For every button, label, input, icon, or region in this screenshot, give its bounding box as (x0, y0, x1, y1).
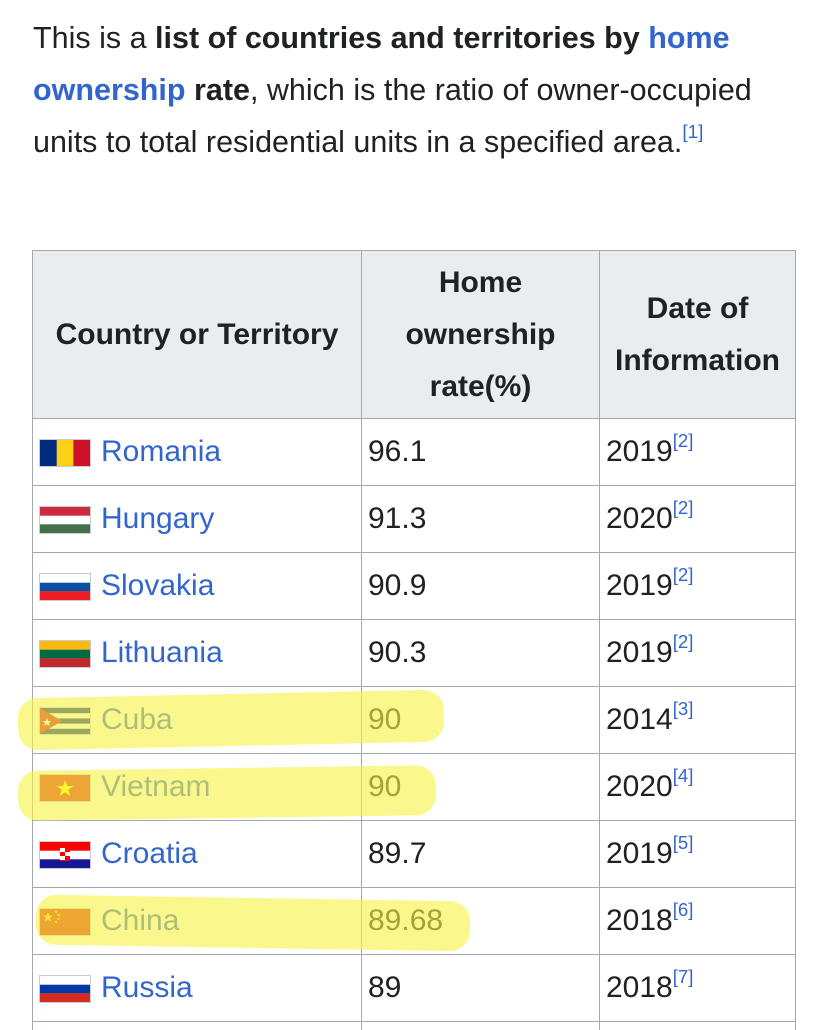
china-flag-icon (39, 907, 91, 936)
table-row: China 89.68 2018[6] (32, 887, 796, 955)
date-cell: 2018[7] (599, 954, 796, 1022)
year-value: 2019 (606, 636, 673, 669)
citation-link[interactable]: [3] (672, 698, 694, 720)
country-link[interactable]: Slovakia (101, 569, 215, 603)
citation-link[interactable]: [1] (682, 122, 704, 144)
citation-link[interactable]: [6] (672, 899, 694, 921)
citation-link[interactable]: [5] (672, 832, 694, 854)
date-cell: 2020[4] (599, 753, 796, 821)
year-value: 2019 (606, 569, 673, 602)
rate-cell: 89 (361, 954, 600, 1022)
rate-cell: 90 (361, 753, 600, 821)
citation-link[interactable]: [2] (672, 564, 694, 586)
year-value: 2020 (606, 502, 673, 535)
country-cell: Lithuania (32, 619, 362, 687)
year-value: 2020 (606, 770, 673, 803)
citation-link[interactable]: [2] (672, 430, 694, 452)
cuba-flag-icon (39, 706, 91, 735)
intro-text: This is a (33, 21, 156, 55)
rate-cell: 89.7 (361, 820, 600, 888)
table-row: Cuba 90 2014[3] (32, 686, 796, 754)
table-row: Slovakia 90.9 2019[2] (32, 552, 796, 620)
date-cell: 2019[5] (599, 820, 796, 888)
year-value: 2018 (606, 904, 673, 937)
slovakia-flag-icon (39, 572, 91, 601)
country-link[interactable]: Hungary (101, 502, 215, 536)
citation-link[interactable]: [4] (672, 765, 694, 787)
country-link[interactable]: Russia (101, 971, 193, 1005)
russia-flag-icon (39, 974, 91, 1003)
table-row: Russia 89 2018[7] (32, 954, 796, 1022)
hungary-flag-icon (39, 505, 91, 534)
intro-paragraph: This is a list of countries and territor… (33, 12, 803, 168)
table-header-row: Country or Territory Home ownership rate… (32, 250, 796, 419)
country-link[interactable]: Romania (101, 435, 222, 469)
country-cell: Vietnam (32, 753, 362, 821)
table-row: Croatia 89.7 2019[5] (32, 820, 796, 888)
table-row: Hungary 91.3 2020[2] (32, 485, 796, 553)
country-cell: Hungary (32, 485, 362, 553)
date-column-header[interactable]: Date of Information (599, 250, 796, 419)
intro-text-continued: , which is the ratio of owner-occupied u… (33, 73, 752, 159)
intro-bold-text: list of countries and territories by (155, 21, 649, 55)
country-link[interactable]: Croatia (101, 837, 198, 871)
country-cell: Cuba (32, 686, 362, 754)
country-link[interactable]: China (101, 904, 180, 938)
country-cell: Russia (32, 954, 362, 1022)
rate-cell: 90 (361, 686, 600, 754)
date-cell: 2019[2] (599, 619, 796, 687)
date-cell: 2019[2] (599, 552, 796, 620)
vietnam-flag-icon (39, 773, 91, 802)
country-link[interactable]: Cuba (101, 703, 173, 737)
country-cell: China (32, 887, 362, 955)
citation-link[interactable]: [7] (672, 966, 694, 988)
country-link[interactable]: Lithuania (101, 636, 223, 670)
country-link[interactable]: Vietnam (101, 770, 211, 804)
date-cell: 2018[6] (599, 887, 796, 955)
rate-column-header[interactable]: Home ownership rate(%) (361, 250, 600, 419)
rate-cell: 91.3 (361, 485, 600, 553)
date-cell: 2014[3] (599, 686, 796, 754)
date-cell: 2020[2] (599, 485, 796, 553)
table-row: Vietnam 90 2020[4] (32, 753, 796, 821)
country-column-header[interactable]: Country or Territory (32, 250, 362, 419)
table-row: Romania 96.1 2019[2] (32, 418, 796, 486)
home-ownership-link[interactable]: home ownership (33, 21, 730, 107)
year-value: 2019 (606, 837, 673, 870)
lithuania-flag-icon (39, 639, 91, 668)
rate-cell: 90.9 (361, 552, 600, 620)
citation-link[interactable]: [2] (672, 631, 694, 653)
romania-flag-icon (39, 438, 91, 467)
date-cell: 2019[2] (599, 418, 796, 486)
year-value: 2018 (606, 971, 673, 1004)
country-cell: Romania (32, 418, 362, 486)
croatia-flag-icon (39, 840, 91, 869)
table-row: Lithuania 90.3 2019[2] (32, 619, 796, 687)
rate-cell: 89.68 (361, 887, 600, 955)
year-value: 2019 (606, 435, 673, 468)
year-value: 2014 (606, 703, 673, 736)
intro-bold-rate: rate (185, 73, 250, 107)
rate-cell: 96.1 (361, 418, 600, 486)
home-ownership-table: Country or Territory Home ownership rate… (32, 250, 796, 1022)
country-cell: Slovakia (32, 552, 362, 620)
next-table-row (32, 1018, 796, 1030)
rate-cell: 90.3 (361, 619, 600, 687)
country-cell: Croatia (32, 820, 362, 888)
citation-link[interactable]: [2] (672, 497, 694, 519)
